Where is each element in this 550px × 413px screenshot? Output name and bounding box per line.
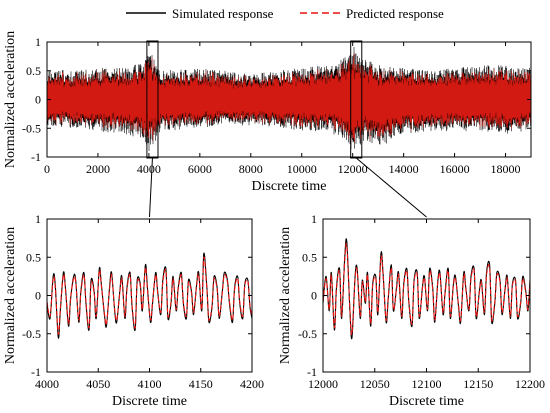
zoom2-ytick-label: -0.5	[298, 327, 317, 341]
zoom1-series-simulated	[46, 252, 253, 339]
main-plot-area	[46, 46, 531, 151]
main-xtick-label: 0	[44, 162, 50, 176]
main-series-predicted	[46, 53, 531, 143]
legend: Simulated response Predicted response	[126, 6, 444, 21]
zoom2-ytick-label: 0.5	[302, 250, 317, 264]
main-ytick-label: 0	[35, 93, 41, 107]
main-xtick-label: 12000	[338, 162, 368, 176]
zoom1-ytick-label: 0.5	[26, 250, 41, 264]
zoom2-ytick-label: 1	[311, 212, 317, 226]
main-ytick-label: 0.5	[26, 64, 41, 78]
zoom1-chart: 4000 4050 4100 4150 4200 -1 -0.5 0 0.5 1 Discrete…	[3, 212, 264, 409]
main-ytick-label: -1	[31, 150, 41, 164]
zoom2-chart: 12000 12050 12100 12150 12200 -1 -0.5 0 0.5 1 Dis…	[278, 212, 545, 409]
zoom1-ytick-label: 1	[35, 212, 41, 226]
main-xlabel: Discrete time	[251, 179, 326, 194]
zoom-links	[146, 40, 427, 218]
zoom1-ytick-label: -1	[31, 365, 41, 379]
zoom1-xtick-label: 4050	[86, 377, 110, 391]
main-xtick-label: 4000	[137, 162, 161, 176]
zoom2-series-predicted	[322, 243, 531, 336]
main-xtick-label: 14000	[389, 162, 419, 176]
main-ticks: 0 2000 4000 6000 8000 10000 12000 14000 16000 180…	[22, 35, 531, 176]
main-xtick-label: 18000	[491, 162, 521, 176]
zoom2-ylabel: Normalized acceleration	[278, 227, 293, 364]
zoom2-xtick-label: 12000	[308, 377, 338, 391]
main-ytick-label: 1	[35, 35, 41, 49]
zoom1-ytick-label: 0	[35, 289, 41, 303]
legend-predicted-label: Predicted response	[346, 6, 444, 21]
zoom2-ytick-label: -1	[307, 365, 317, 379]
main-ytick-label: -0.5	[22, 121, 41, 135]
zoom2-xtick-label: 12200	[515, 377, 545, 391]
zoom1-ytick-label: -0.5	[22, 327, 41, 341]
main-xtick-label: 2000	[86, 162, 110, 176]
zoom1-xtick-label: 4000	[35, 377, 59, 391]
zoom1-ticks: 4000 4050 4100 4150 4200 -1 -0.5 0 0.5 1	[22, 212, 264, 391]
zoom1-xlabel: Discrete time	[112, 394, 187, 409]
zoom-connector-2	[355, 157, 427, 218]
zoom2-xtick-label: 12150	[463, 377, 493, 391]
zoom2-xlabel: Discrete time	[389, 394, 464, 409]
zoom1-xtick-label: 4200	[240, 377, 264, 391]
main-ylabel: Normalized acceleration	[3, 31, 18, 168]
zoom1-ylabel: Normalized acceleration	[3, 227, 18, 364]
main-xtick-label: 8000	[239, 162, 263, 176]
zoom1-series-predicted	[46, 256, 253, 335]
zoom1-axes-frame	[46, 218, 253, 373]
legend-simulated-label: Simulated response	[172, 6, 274, 21]
zoom2-xtick-label: 12100	[412, 377, 442, 391]
zoom1-plot-area	[46, 252, 253, 339]
main-xtick-label: 16000	[440, 162, 470, 176]
main-xtick-label: 6000	[188, 162, 212, 176]
zoom2-ytick-label: 0	[311, 289, 317, 303]
zoom2-plot-area	[322, 238, 531, 340]
main-xtick-label: 10000	[287, 162, 317, 176]
zoom2-xtick-label: 12050	[360, 377, 390, 391]
zoom1-xtick-label: 4150	[189, 377, 213, 391]
zoom2-ticks: 12000 12050 12100 12150 12200 -1 -0.5 0 0.5 1	[298, 212, 545, 391]
main-chart: 0 2000 4000 6000 8000 10000 12000 14000 16000 180…	[3, 31, 532, 194]
zoom1-xtick-label: 4100	[138, 377, 162, 391]
zoom-connector-1	[149, 157, 153, 218]
